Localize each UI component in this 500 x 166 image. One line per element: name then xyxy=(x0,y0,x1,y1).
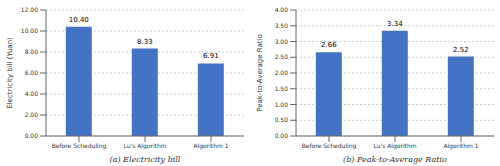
svg-text:Peak-to-Average Ratio: Peak-to-Average Ratio xyxy=(256,34,264,112)
svg-text:10.40: 10.40 xyxy=(69,16,89,24)
svg-text:Algorithm 1: Algorithm 1 xyxy=(443,142,478,150)
svg-text:8.00: 8.00 xyxy=(25,48,39,55)
svg-text:3.34: 3.34 xyxy=(387,20,403,28)
svg-text:Before Scheduling: Before Scheduling xyxy=(302,142,357,150)
svg-text:(a) Electricity bill: (a) Electricity bill xyxy=(110,155,181,164)
svg-text:2.00: 2.00 xyxy=(25,111,39,118)
svg-text:Algorithm 1: Algorithm 1 xyxy=(193,142,228,150)
svg-text:4.00: 4.00 xyxy=(275,6,289,13)
svg-text:6.00: 6.00 xyxy=(25,69,39,76)
svg-text:Before Scheduling: Before Scheduling xyxy=(52,142,107,150)
svg-text:2.00: 2.00 xyxy=(275,69,289,76)
svg-text:10.00: 10.00 xyxy=(21,27,38,34)
svg-text:0.00: 0.00 xyxy=(25,132,39,139)
svg-text:4.00: 4.00 xyxy=(25,90,39,97)
svg-text:2.52: 2.52 xyxy=(453,46,469,54)
svg-text:Lu's Algorithm: Lu's Algorithm xyxy=(373,142,416,150)
svg-text:6.91: 6.91 xyxy=(203,52,219,60)
svg-text:0.00: 0.00 xyxy=(275,132,289,139)
svg-text:0.50: 0.50 xyxy=(275,116,289,123)
svg-text:8.33: 8.33 xyxy=(137,38,153,46)
svg-text:1.50: 1.50 xyxy=(275,85,289,92)
svg-text:2.66: 2.66 xyxy=(321,41,337,49)
svg-text:Lu's Algorithm: Lu's Algorithm xyxy=(123,142,166,150)
svg-text:2.50: 2.50 xyxy=(275,53,289,60)
svg-text:12.00: 12.00 xyxy=(21,6,38,13)
svg-text:(b) Peak-to-Average Ratio: (b) Peak-to-Average Ratio xyxy=(343,155,447,164)
svg-text:3.50: 3.50 xyxy=(275,22,289,29)
svg-text:Electricity bill (Yuan): Electricity bill (Yuan) xyxy=(8,37,14,109)
svg-text:3.00: 3.00 xyxy=(275,38,289,45)
svg-text:1.00: 1.00 xyxy=(275,101,289,108)
